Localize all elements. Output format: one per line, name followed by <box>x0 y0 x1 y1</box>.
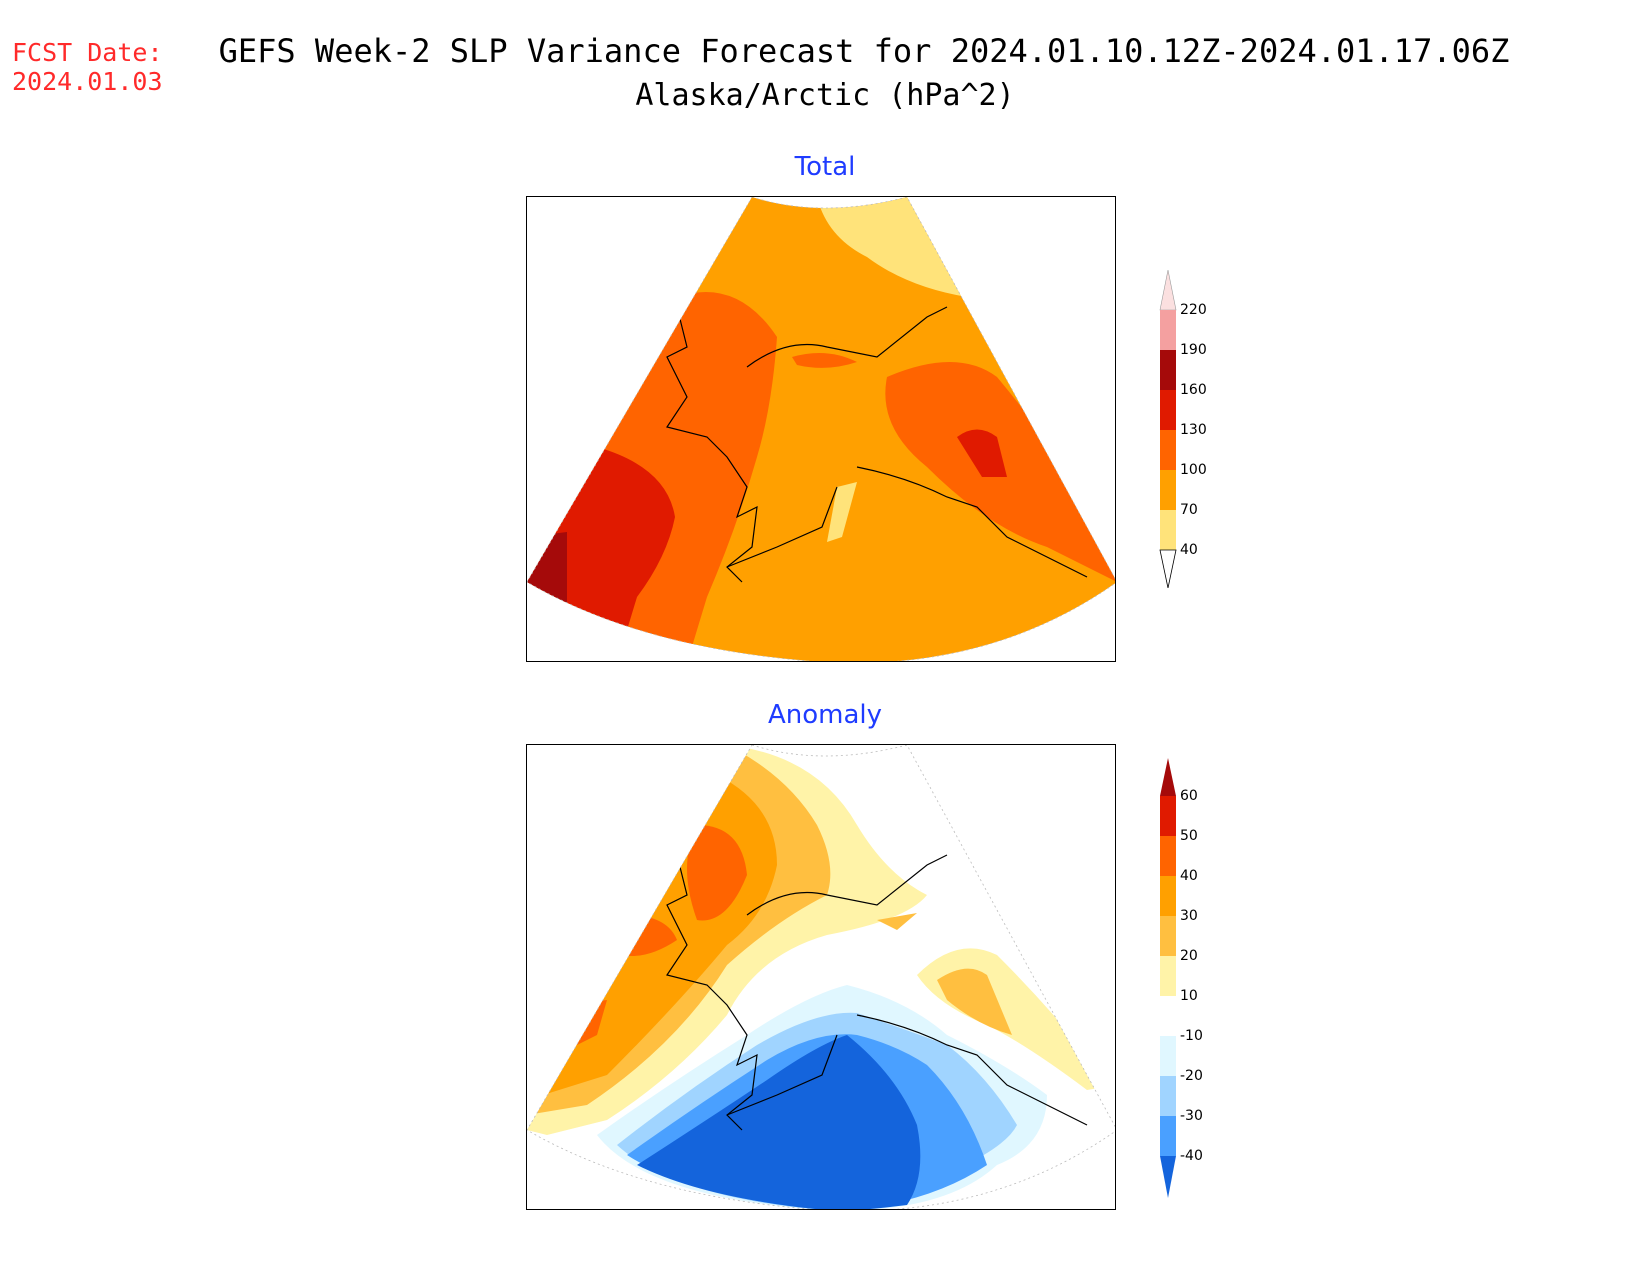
main-title: GEFS Week-2 SLP Variance Forecast for 20… <box>218 32 1510 70</box>
total-map <box>527 197 1115 661</box>
anomaly-colorbar-swatches <box>1160 758 1176 1198</box>
total-level-label: 40 <box>1180 542 1198 558</box>
total-level-label: 190 <box>1180 342 1207 358</box>
anomaly-level-label: -20 <box>1180 1068 1203 1084</box>
anomaly-colorbar-bottom-arrow <box>1160 1156 1176 1198</box>
anomaly-panel-title: Anomaly <box>767 700 883 730</box>
anomaly-colorbar-top-arrow <box>1160 758 1176 796</box>
total-panel-title: Total <box>794 152 856 182</box>
total-colorbar-bottom-arrow <box>1159 549 1177 588</box>
total-level-label: 220 <box>1180 302 1207 318</box>
total-level-label: 160 <box>1180 382 1207 398</box>
anomaly-level-label: -30 <box>1180 1108 1203 1124</box>
forecast-date: FCST Date: 2024.01.03 <box>12 38 163 96</box>
anomaly-level-label: 60 <box>1180 788 1198 804</box>
anomaly-level-label: -40 <box>1180 1148 1203 1164</box>
fcst-date-value: 2024.01.03 <box>12 67 163 96</box>
anomaly-level-label: 20 <box>1180 948 1198 964</box>
total-level-label: 130 <box>1180 422 1207 438</box>
anomaly-level-label: 10 <box>1180 988 1198 1004</box>
main-subtitle: Alaska/Arctic (hPa^2) <box>635 78 1015 113</box>
anomaly-level-label: 30 <box>1180 908 1198 924</box>
anomaly-map-panel <box>526 744 1116 1210</box>
fcst-date-label: FCST Date: <box>12 38 163 67</box>
anomaly-level-label: 50 <box>1180 828 1198 844</box>
total-level-label: 70 <box>1180 502 1198 518</box>
total-colorbar-top-arrow <box>1159 269 1177 311</box>
anomaly-level-label: -10 <box>1180 1028 1203 1044</box>
anomaly-map <box>527 745 1115 1209</box>
anomaly-level-label: 40 <box>1180 868 1198 884</box>
total-colorbar-swatches <box>1159 269 1177 588</box>
total-map-panel <box>526 196 1116 662</box>
total-level-label: 100 <box>1180 462 1207 478</box>
